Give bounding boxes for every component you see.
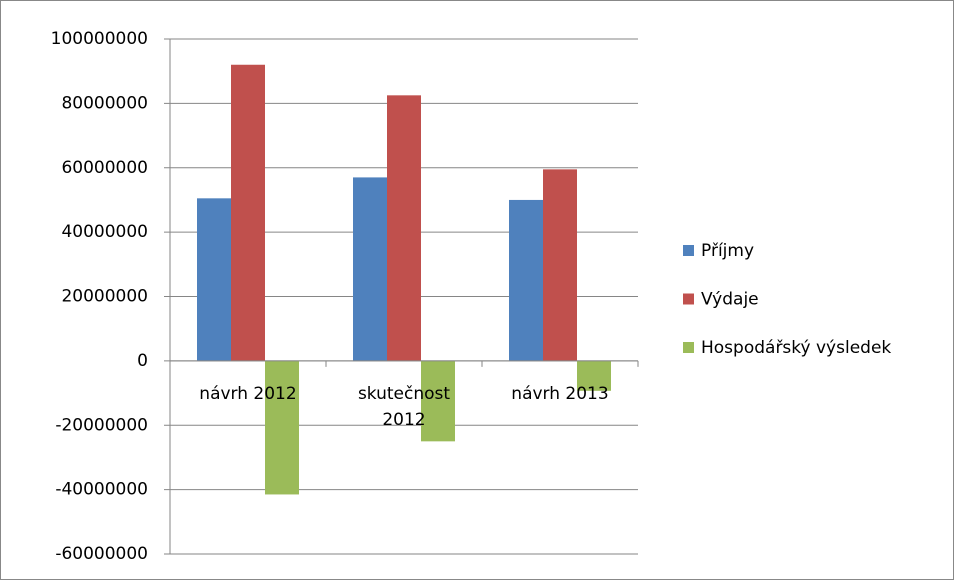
x-tick-label-box: návrh 2013 [511,383,609,404]
legend-swatch [683,245,694,256]
y-tick-label: 60000000 [61,158,148,178]
y-tick-label: -20000000 [55,415,148,435]
y-tick-label: 100000000 [51,29,148,49]
bar [387,95,421,361]
y-tick-label: 0 [137,351,148,371]
y-tick-label: 20000000 [61,287,148,307]
bar [265,360,299,495]
bar [197,198,231,361]
legend-label: Výdaje [701,290,759,310]
y-tick-label: 40000000 [61,222,148,242]
legend-swatch [683,293,694,305]
bar [509,199,543,361]
y-tick-label: -40000000 [55,480,148,500]
legend-label: Příjmy [701,241,754,261]
bar [421,360,455,442]
bar [353,177,387,361]
bar [577,360,611,391]
x-tick-label: skutečnost 2012 [357,383,451,430]
bar [543,169,577,361]
legend-swatch [683,342,694,353]
bar [231,64,265,361]
legend-label: Hospodářský výsledek [701,338,891,358]
x-tick-label: návrh 2013 [511,383,609,404]
x-tick-label-box: skutečnost 2012 [357,383,451,430]
x-tick-label: návrh 2012 [199,383,297,404]
x-tick-label-box: návrh 2012 [199,383,297,404]
y-tick-label: -60000000 [55,544,148,564]
y-tick-label: 80000000 [61,93,148,113]
